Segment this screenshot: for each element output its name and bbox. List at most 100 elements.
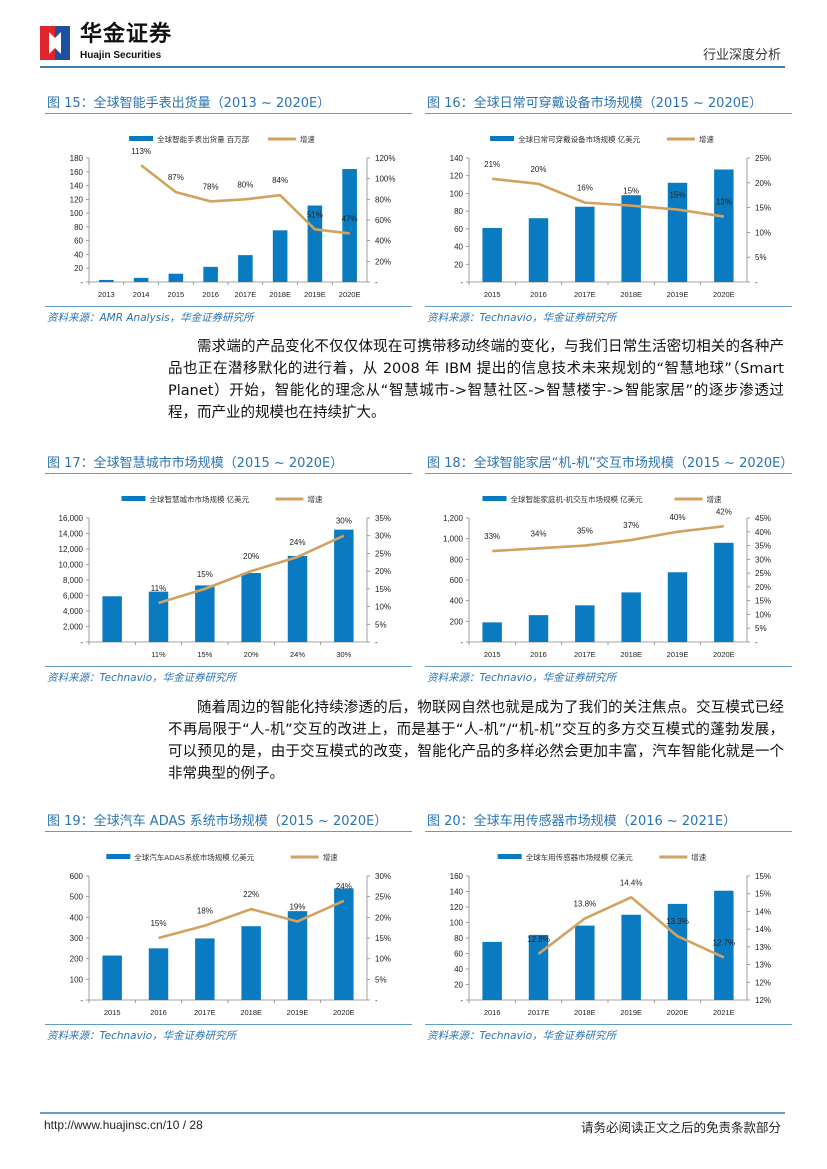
data-label: 30% — [336, 517, 352, 526]
x-tick-label: 2019E — [667, 290, 689, 299]
left-tick-label: 140 — [70, 182, 84, 191]
figure-19: 图 19：全球汽车 ADAS 系统市场规模（2015 ~ 2020E） 全球汽车A… — [45, 813, 412, 1043]
bar — [334, 888, 354, 1000]
legend-bar-swatch — [129, 136, 154, 141]
legend: 全球日常可穿戴设备市场规模 亿美元 增速 — [490, 134, 714, 144]
bar — [102, 955, 122, 1000]
right-tick-label: 100% — [375, 175, 395, 184]
data-label: 14.4% — [620, 878, 643, 887]
bar — [575, 206, 595, 282]
chart-title: 图 17：全球智慧城市市场规模（2015 ~ 2020E） — [45, 455, 412, 474]
left-tick-label: 180 — [70, 154, 84, 163]
right-tick-label: 60% — [375, 216, 391, 225]
x-tick-label: 2018E — [574, 1008, 596, 1017]
bar — [482, 941, 502, 1000]
left-tick-label: 40 — [74, 250, 83, 259]
left-tick-label: 160 — [70, 168, 84, 177]
legend-label-line: 增速 — [699, 134, 714, 144]
data-label: 18% — [197, 907, 213, 916]
x-tick-label: 2020E — [339, 290, 361, 299]
left-tick-label: 800 — [450, 555, 464, 564]
x-tick-label: 2015 — [168, 290, 185, 299]
right-tick-label: 10% — [755, 228, 771, 237]
left-tick-label: 60 — [74, 237, 83, 246]
disclaimer-note: 请务必阅读正文之后的免责条款部分 — [580, 1120, 781, 1135]
growth-line — [492, 524, 724, 553]
x-tick-label: 2017E — [528, 1008, 550, 1017]
data-label: 15% — [669, 191, 685, 200]
data-label: 24% — [336, 882, 352, 891]
right-tick-label: 5% — [755, 624, 767, 633]
right-tick-label: 5% — [375, 975, 387, 984]
right-tick-label: 20% — [375, 567, 391, 576]
right-tick-label: 30% — [375, 872, 391, 881]
bar — [528, 218, 549, 282]
legend-bar-swatch — [106, 854, 131, 859]
footer-url-page[interactable]: http://www.huajinsc.cn/10 / 28 — [44, 1118, 203, 1132]
chart-source: 资料来源：Technavio，华金证券研究所 — [425, 306, 792, 325]
legend: 全球汽车ADAS系统市场规模 亿美元 增速 — [106, 852, 338, 862]
x-tick-label: 2016 — [484, 1008, 501, 1017]
bar — [168, 273, 184, 282]
bar — [575, 605, 595, 642]
data-label: 15% — [197, 570, 213, 579]
right-tick-label: 30% — [375, 532, 391, 541]
legend: 全球智能家庭机-机交互市场规模 亿美元 增速 — [482, 494, 722, 504]
page-footer: http://www.huajinsc.cn/10 / 28 请务必阅读正文之后… — [40, 1112, 785, 1135]
x-tick-label: 2015 — [104, 1008, 121, 1017]
chart-title: 图 15：全球智能手表出货量（2013 ~ 2020E） — [45, 95, 412, 114]
legend: 全球智能手表出货量 百万部 增速 — [129, 134, 315, 144]
data-label: 20% — [243, 552, 259, 561]
left-tick-label: 40 — [454, 243, 463, 252]
legend-label-line: 增速 — [707, 494, 722, 504]
left-tick-label: 160 — [450, 872, 464, 881]
legend: 全球智慧城市市场规模 亿美元 增速 — [121, 494, 323, 504]
bar — [482, 227, 502, 282]
bar — [528, 615, 549, 642]
left-tick-label: - — [460, 638, 463, 647]
x-tick-label: 2015 — [484, 290, 501, 299]
left-tick-label: 4,000 — [63, 607, 84, 616]
data-label: 87% — [168, 173, 184, 182]
bar — [528, 934, 549, 1000]
right-tick-label: 30% — [755, 555, 771, 564]
bar — [195, 938, 215, 1000]
x-tick-label: 2015 — [484, 650, 501, 659]
x-tick-label: 2016 — [530, 290, 547, 299]
right-tick-label: 5% — [375, 620, 387, 629]
left-tick-label: 400 — [70, 913, 84, 922]
legend-label-line: 增速 — [323, 852, 338, 862]
data-label: 113% — [131, 147, 151, 156]
left-tick-label: 120 — [450, 903, 464, 912]
data-label: 20% — [530, 165, 546, 174]
left-tick-label: 80 — [454, 934, 463, 943]
legend-bar-swatch — [121, 496, 146, 501]
bar — [241, 926, 261, 1000]
bar — [133, 277, 149, 282]
x-tick-label: 2020E — [667, 1008, 689, 1017]
chart-title: 图 19：全球汽车 ADAS 系统市场规模（2015 ~ 2020E） — [45, 813, 412, 832]
right-tick-label: 20% — [375, 257, 391, 266]
bar — [148, 591, 169, 642]
chart-plot: 全球智能家庭机-机交互市场规模 亿美元 增速 - 200 400 600 800 1,000 1… — [443, 494, 771, 659]
document-type: 行业深度分析 — [702, 48, 781, 63]
chart-source: 资料来源：Technavio，华金证券研究所 — [425, 666, 792, 685]
chart-source: 资料来源：Technavio，华金证券研究所 — [45, 666, 412, 685]
right-tick-label: 15% — [755, 597, 771, 606]
legend-label-line: 增速 — [308, 494, 323, 504]
right-tick-label: - — [375, 638, 378, 647]
right-tick-label: 12% — [755, 996, 771, 1005]
x-tick-label: 2013 — [98, 290, 115, 299]
x-tick-label: 2018E — [240, 1008, 262, 1017]
brand-name-cn: 华金证券 — [80, 22, 173, 47]
left-tick-label: 6,000 — [63, 592, 84, 601]
left-tick-label: 20 — [74, 264, 83, 273]
x-tick-label: 2017E — [235, 290, 257, 299]
x-tick-label: 2017E — [194, 1008, 216, 1017]
data-label: 51% — [307, 210, 323, 219]
right-tick-label: - — [755, 638, 758, 647]
x-tick-label: 24% — [290, 650, 305, 659]
data-label: 19% — [289, 902, 305, 911]
left-tick-label: - — [80, 278, 83, 287]
right-tick-label: 25% — [755, 154, 771, 163]
